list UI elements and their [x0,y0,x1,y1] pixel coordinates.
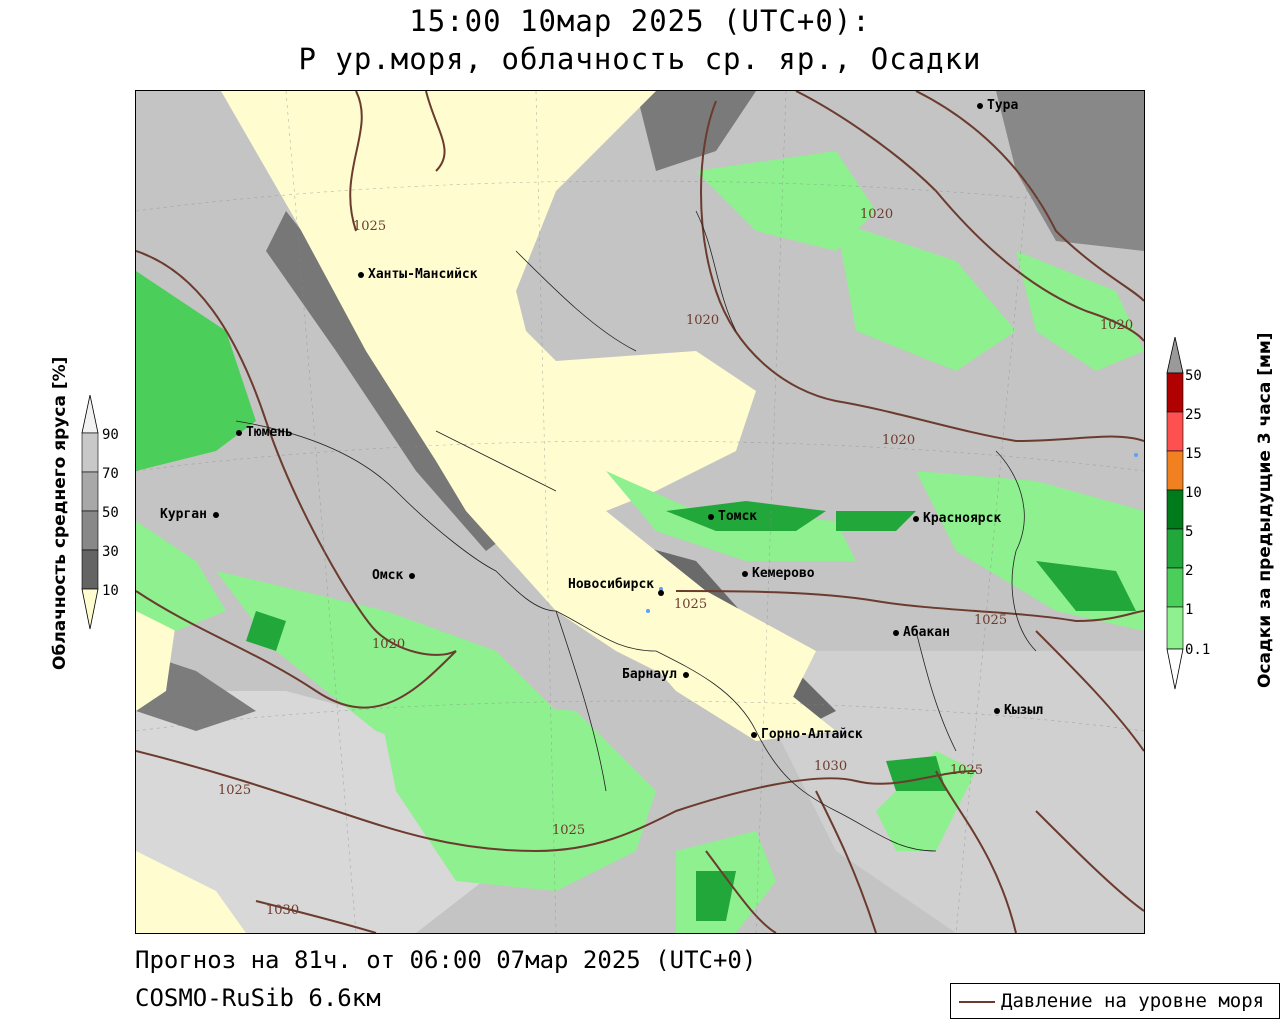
isobar-label: 1025 [353,219,387,234]
city-khanty-mansiysk: Ханты-Мансийск [358,267,478,282]
city-omsk: Омск [372,568,419,583]
precip-tick: 50 [1185,368,1202,384]
pressure-legend: Давление на уровне моря [950,983,1280,1019]
city-tomsk: Томск [708,509,757,524]
precip-tick: 25 [1185,407,1202,423]
city-marker-icon [751,731,757,738]
city-tura: Тура [977,98,1018,113]
cloud-tick: 30 [102,544,119,560]
city-marker-icon [977,102,983,109]
city-marker-icon [658,589,665,596]
map-canvas [135,90,1145,934]
isobar-label: 1020 [1100,318,1134,333]
city-label: Кемерово [752,566,815,581]
isobar-label: 1025 [950,763,984,778]
city-marker-icon [682,671,689,678]
city-label: Абакан [903,625,950,640]
isobar-label: 1030 [266,903,300,918]
isobar-label: 1020 [882,433,916,448]
city-label: Омск [372,568,404,583]
pressure-legend-label: Давление на уровне моря [1001,990,1265,1012]
cloud-tick: 70 [102,466,119,482]
isobar-label: 1025 [218,783,252,798]
city-label: Томск [718,509,758,524]
city-kurgan: Курган [160,507,223,522]
city-marker-icon [913,515,919,522]
isobar-label: 1025 [974,613,1008,628]
cloud-tick: 50 [102,505,119,521]
precip-tick: 0.1 [1185,642,1211,658]
forecast-info: Прогноз на 81ч. от 06:00 07мар 2025 (UTC… [135,946,757,974]
pressure-line-swatch [959,1001,995,1003]
city-label: Тура [987,98,1019,113]
city-marker-icon [742,570,748,577]
city-marker-icon [708,513,714,520]
precip-tick: 5 [1185,524,1194,540]
precip-tick: 10 [1185,485,1202,501]
isobar-label: 1020 [860,207,894,222]
city-kemerovo: Кемерово [742,566,815,581]
precip-scale-title: Осадки за предыдущие 3 часа [мм] [1255,332,1275,688]
precip-colorbar [1166,337,1184,690]
city-gorno-altaysk: Горно-Алтайск [751,727,863,742]
city-label: Кызыл [1004,703,1044,718]
city-marker-icon [236,429,242,436]
map-title-fields: P ур.моря, облачность ср. яр., Осадки [298,42,982,76]
cloud-tick: 90 [102,427,119,443]
city-kyzyl: Кызыл [994,703,1043,718]
isobar-label: 1030 [814,759,848,774]
isobar-label: 1025 [552,823,586,838]
city-marker-icon [893,629,899,636]
city-marker-icon [409,572,416,579]
city-label: Ханты-Мансийск [368,267,478,282]
city-novosibirsk: Новосибирск [568,577,668,596]
city-label: Новосибирск [568,577,655,592]
cloud-colorbar [81,395,99,630]
cloud-tick: 10 [102,583,119,599]
isobar-label: 1020 [372,637,406,652]
model-name: COSMO-RuSib 6.6км [135,984,381,1012]
city-label: Барнаул [622,667,677,682]
precip-tick: 15 [1185,446,1202,462]
city-label: Курган [160,507,207,522]
city-label: Тюмень [246,425,293,440]
weather-map: Тура Ханты-Мансийск Тюмень Курган Омск Т… [135,90,1145,934]
city-krasnoyarsk: Красноярск [913,511,1001,526]
precip-tick: 2 [1185,563,1194,579]
city-marker-icon [358,271,364,278]
city-label: Красноярск [923,511,1002,526]
city-marker-icon [212,511,219,518]
precip-tick: 1 [1185,602,1194,618]
city-label: Горно-Алтайск [761,727,863,742]
city-abakan: Абакан [893,625,950,640]
city-tyumen: Тюмень [236,425,293,440]
city-marker-icon [994,707,1000,714]
city-barnaul: Барнаул [622,667,693,682]
isobar-label: 1020 [686,313,720,328]
isobar-label: 1025 [674,597,708,612]
cloud-scale-title: Облачность среднего яруса [%] [50,356,70,670]
map-title-time: 15:00 10мар 2025 (UTC+0): [409,4,871,38]
